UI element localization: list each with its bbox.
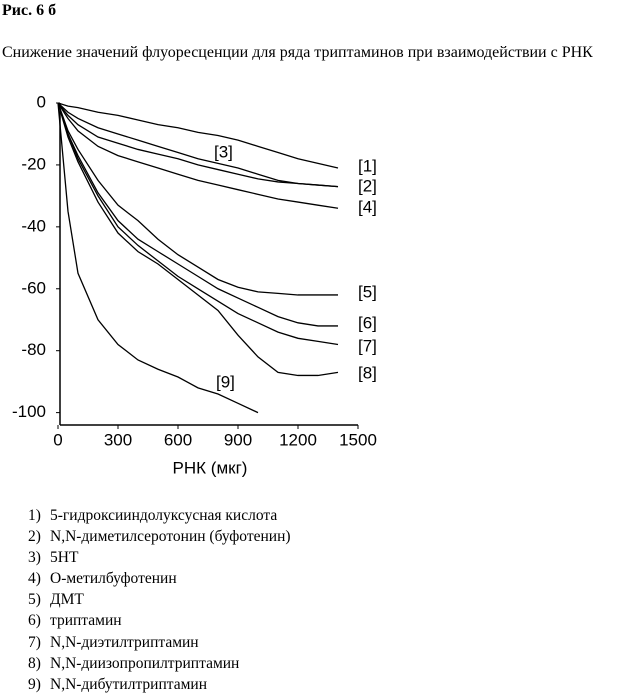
curve-label: [2] [358,176,377,195]
list-item: 4) O-метилбуфотенин [28,568,291,589]
y-tick-label: -40 [21,216,46,235]
curve-label: [3] [214,142,233,161]
item-text: N,N-дибутилтриптамин [50,675,207,693]
curve [57,102,339,188]
item-number: 1) [28,507,41,524]
x-tick-label: 900 [224,430,252,449]
item-text: ДМТ [50,591,84,609]
y-tick-label: -60 [21,278,46,297]
curve [57,102,339,346]
curve-label: [8] [358,363,377,382]
curve [57,102,339,209]
curve [57,102,339,188]
chart: 0 -20 -40 -60 -80 -100 0 300 600 900 1200 1500 РНК (… [12,92,377,477]
item-number: 9) [28,675,41,693]
y-tick-label: -100 [12,402,46,421]
x-tick-label: 0 [53,430,62,449]
item-text: триптамин [50,612,122,630]
curve-label: [9] [216,372,235,391]
curve-label: [4] [358,197,377,216]
list-item: 9) N,N-дибутилтриптамин [28,674,291,695]
item-text: N,N-диметилсеротонин (буфотенин) [50,528,291,546]
list-item: 3) 5HT [28,547,291,568]
list-item: 6) триптамин [28,610,291,631]
x-tick-label: 300 [104,430,132,449]
list-item: 1) 5-гидроксииндолуксусная кислота [28,505,291,526]
x-tick-label: 600 [164,430,192,449]
item-number: 6) [28,612,41,630]
curve-label: [5] [358,282,377,301]
item-number: 7) [28,633,41,651]
x-axis-label: РНК (мкг) [173,458,248,477]
item-number: 8) [28,654,41,672]
curve [57,102,339,169]
y-tick-label: -80 [21,340,46,359]
list-item: 8) N,N-диизопропилтриптамин [28,653,291,674]
x-tick-label: 1200 [279,430,317,449]
curve [57,102,338,327]
item-number: 2) [28,528,41,546]
item-text: N,N-диэтилтриптамин [50,633,199,651]
curve [57,102,339,377]
caption: Снижение значений флуоресценции для ряда… [2,44,593,61]
item-text: N,N-диизопропилтриптамин [50,654,240,672]
item-text: 5HT [50,549,79,567]
list-item: 7) N,N-диэтилтриптамин [28,632,291,653]
item-number: 5) [28,591,41,609]
item-number: 3) [28,549,41,567]
curve [57,102,259,414]
item-number: 4) [28,570,41,588]
legend-list: 1) 5-гидроксииндолуксусная кислота 2) N,N-д… [28,505,291,695]
figure-title: Рис. 6 б [2,2,57,19]
list-item: 5) ДМТ [28,589,291,610]
curve-label: [1] [358,156,377,175]
x-tick-label: 1500 [339,430,377,449]
curve [57,102,338,296]
item-text: 5-гидроксииндолуксусная кислота [50,507,278,524]
y-tick-label: -20 [21,154,46,173]
list-item: 2) N,N-диметилсеротонин (буфотенин) [28,526,291,547]
curve-label: [6] [358,313,377,332]
y-tick-label: 0 [37,92,46,111]
item-text: O-метилбуфотенин [50,570,177,588]
curve-label: [7] [358,336,377,355]
